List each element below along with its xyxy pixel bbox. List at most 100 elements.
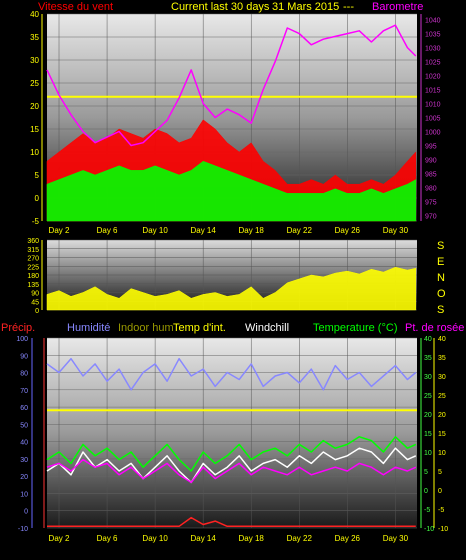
date-title: 31 Mars 2015 <box>272 1 339 13</box>
compass-label: S <box>437 240 444 252</box>
temp-int-tick-label: 25 <box>438 393 446 400</box>
direction-tick-label: 135 <box>27 282 39 289</box>
humidity-tick-label: 90 <box>20 353 28 360</box>
legend-dewpoint: Pt. de rosée <box>405 322 464 334</box>
humidity-tick-label: 30 <box>20 457 28 464</box>
pressure-tick-label: 975 <box>425 199 437 206</box>
series-temperature-c <box>46 436 417 472</box>
humidity-tick-label: 80 <box>20 371 28 378</box>
temp-int-tick-label: 15 <box>438 431 446 438</box>
direction-tick-label: 90 <box>31 291 39 298</box>
legend-humidity: Humidité <box>67 322 110 334</box>
temp-int-tick-label: -5 <box>438 507 444 514</box>
wind-tick-label: 15 <box>30 125 39 134</box>
series-humidite <box>46 357 417 391</box>
day-label: Day 6 <box>97 534 118 543</box>
temp-tick-label: 30 <box>424 374 432 381</box>
period-title: Current last 30 days <box>171 1 270 13</box>
wind-tick-label: 25 <box>30 79 39 88</box>
wind-tick-label: 35 <box>30 33 39 42</box>
humidity-tick-label: 100 <box>16 336 28 343</box>
pressure-tick-label: 990 <box>425 157 437 164</box>
title-separator: --- <box>343 1 354 13</box>
wind-tick-label: 0 <box>35 194 40 203</box>
direction-tick-label: 180 <box>27 273 39 280</box>
legend-indoor-temp: Temp d'int. <box>173 322 226 334</box>
legend-indoor-humidity: Indoor hum <box>118 322 174 334</box>
direction-tick-label: 315 <box>27 247 39 254</box>
wind-speed-title: Vitesse du vent <box>38 1 113 13</box>
legend-temperature: Temperature (°C) <box>313 322 397 334</box>
direction-tick-label: 225 <box>27 264 39 271</box>
pressure-tick-label: 980 <box>425 185 437 192</box>
pressure-tick-label: 1020 <box>425 74 441 81</box>
compass-label: E <box>437 256 444 268</box>
temp-int-tick-label: 0 <box>438 488 442 495</box>
direction-tick-label: 270 <box>27 256 39 263</box>
pressure-tick-label: 970 <box>425 213 437 220</box>
compass-label: O <box>437 288 446 300</box>
direction-tick-label: 360 <box>27 238 39 245</box>
temp-int-tick-label: -10 <box>438 526 448 533</box>
humidity-tick-label: 10 <box>20 491 28 498</box>
temp-tick-label: 0 <box>424 488 428 495</box>
wind-tick-label: -5 <box>32 217 40 226</box>
pressure-tick-label: 1025 <box>425 60 441 67</box>
humidity-tick-label: -10 <box>18 526 28 533</box>
wind-tick-label: 5 <box>35 171 40 180</box>
wind-tick-label: 40 <box>30 10 39 19</box>
temp-tick-label: 40 <box>424 336 432 343</box>
temp-int-tick-label: 20 <box>438 412 446 419</box>
temp-tick-label: 5 <box>424 469 428 476</box>
humidity-tick-label: 40 <box>20 440 28 447</box>
pressure-tick-label: 1005 <box>425 116 441 123</box>
pressure-tick-label: 985 <box>425 171 437 178</box>
temp-int-tick-label: 35 <box>438 355 446 362</box>
humidity-tick-label: 0 <box>24 509 28 516</box>
wind-tick-label: 20 <box>30 102 39 111</box>
day-label: Day 30 <box>383 534 409 543</box>
temp-humidity-plot-area <box>47 338 417 528</box>
series-windchill <box>46 447 417 484</box>
day-label: Day 10 <box>142 534 168 543</box>
direction-tick-label: 0 <box>35 308 39 315</box>
temp-tick-label: -5 <box>424 507 430 514</box>
pressure-tick-label: 1015 <box>425 88 441 95</box>
day-label: Day 10 <box>142 226 168 235</box>
compass-label: N <box>437 272 445 284</box>
wind-tick-label: 30 <box>30 56 39 65</box>
humidity-tick-label: 70 <box>20 388 28 395</box>
temp-int-tick-label: 30 <box>438 374 446 381</box>
legend-windchill: Windchill <box>245 322 289 334</box>
temp-int-tick-label: 5 <box>438 469 442 476</box>
day-label: Day 6 <box>97 226 118 235</box>
pressure-tick-label: 1030 <box>425 46 441 53</box>
wind-tick-label: 10 <box>30 148 39 157</box>
legend-precip: Précip. <box>1 322 35 334</box>
pressure-tick-label: 1040 <box>425 18 441 25</box>
temp-tick-label: 15 <box>424 431 432 438</box>
humidity-tick-label: 60 <box>20 405 28 412</box>
pressure-tick-label: 1035 <box>425 32 441 39</box>
pressure-tick-label: 1010 <box>425 102 441 109</box>
barometer-title: Barometre <box>372 1 423 13</box>
temp-tick-label: 35 <box>424 355 432 362</box>
compass-label: S <box>437 304 444 316</box>
pressure-tick-label: 995 <box>425 143 437 150</box>
temp-int-tick-label: 40 <box>438 336 446 343</box>
humidity-tick-label: 20 <box>20 474 28 481</box>
day-label: Day 2 <box>49 534 70 543</box>
day-label: Day 26 <box>335 534 361 543</box>
series-wind <box>46 160 417 222</box>
day-label: Day 18 <box>239 226 265 235</box>
day-label: Day 30 <box>383 226 409 235</box>
temp-tick-label: 20 <box>424 412 432 419</box>
day-label: Day 22 <box>287 226 313 235</box>
temp-tick-label: -10 <box>424 526 434 533</box>
day-label: Day 22 <box>287 534 313 543</box>
series-barometre <box>46 24 417 147</box>
series-direction <box>46 266 417 311</box>
humidity-tick-label: 50 <box>20 422 28 429</box>
direction-tick-label: 45 <box>31 299 39 306</box>
